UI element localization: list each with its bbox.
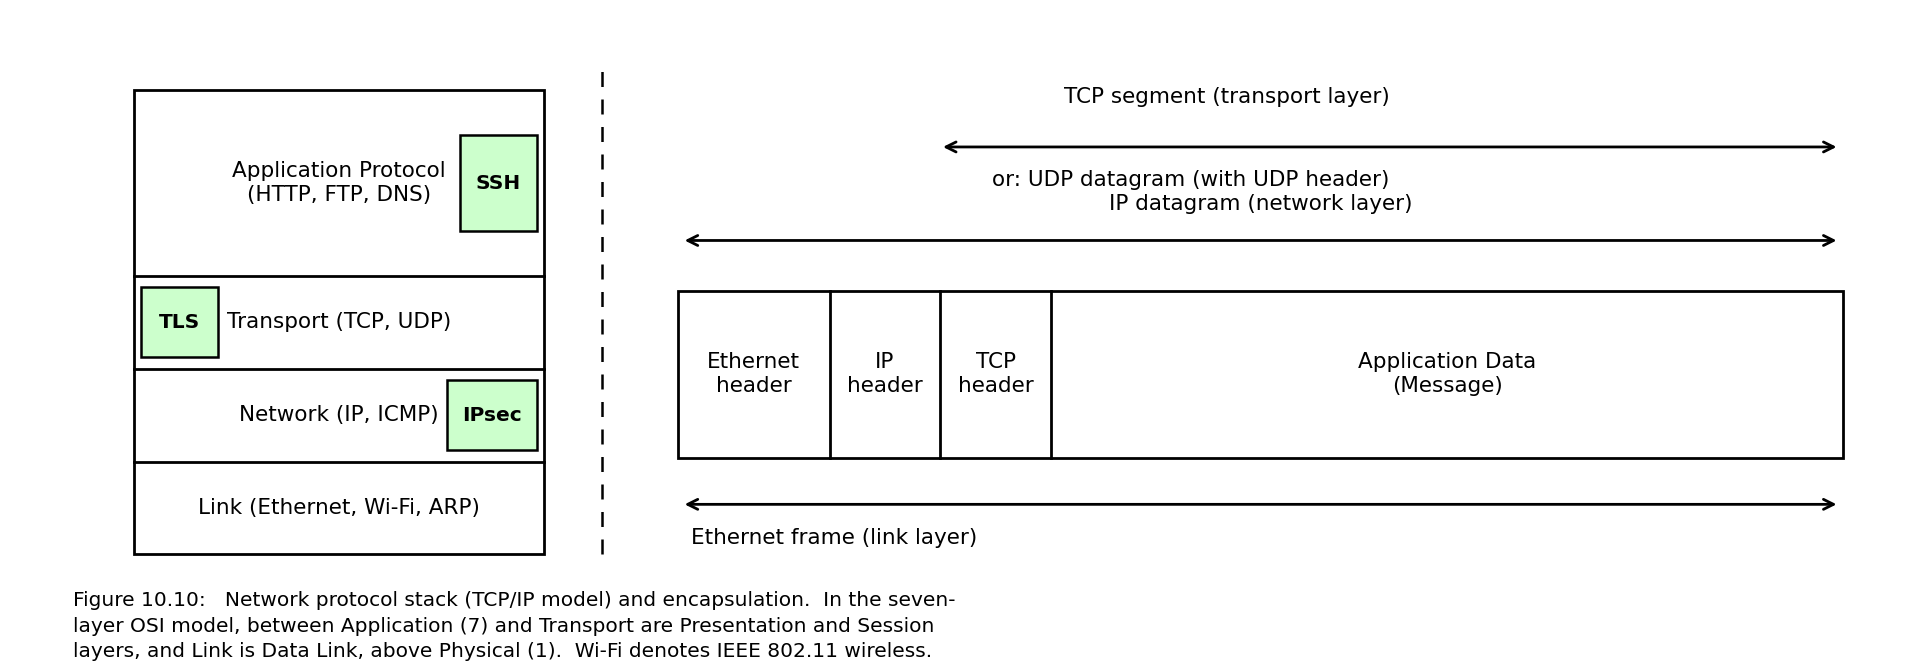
Text: Application Protocol
(HTTP, FTP, DNS): Application Protocol (HTTP, FTP, DNS) xyxy=(233,162,445,204)
Text: Ethernet
header: Ethernet header xyxy=(707,353,800,395)
Text: Link (Ethernet, Wi-Fi, ARP): Link (Ethernet, Wi-Fi, ARP) xyxy=(199,498,479,518)
FancyBboxPatch shape xyxy=(460,135,537,231)
Text: Network (IP, ICMP): Network (IP, ICMP) xyxy=(239,405,439,425)
Text: IP datagram (network layer): IP datagram (network layer) xyxy=(1110,194,1411,214)
FancyBboxPatch shape xyxy=(141,287,218,357)
Text: TCP
header: TCP header xyxy=(957,353,1033,395)
Text: TCP segment (transport layer): TCP segment (transport layer) xyxy=(1064,87,1390,107)
Text: IP
header: IP header xyxy=(846,353,923,395)
Text: layer OSI model, between Application (7) and Transport are Presentation and Sess: layer OSI model, between Application (7)… xyxy=(73,617,934,635)
Text: SSH: SSH xyxy=(476,174,521,192)
Text: or: UDP datagram (with UDP header): or: UDP datagram (with UDP header) xyxy=(993,170,1390,190)
Text: Transport (TCP, UDP): Transport (TCP, UDP) xyxy=(227,313,451,332)
FancyBboxPatch shape xyxy=(134,90,544,554)
Text: Application Data
(Message): Application Data (Message) xyxy=(1358,353,1536,395)
Text: Ethernet frame (link layer): Ethernet frame (link layer) xyxy=(691,528,978,548)
FancyBboxPatch shape xyxy=(447,380,537,450)
Text: IPsec: IPsec xyxy=(462,405,521,425)
Text: TLS: TLS xyxy=(159,313,201,332)
Text: Figure 10.10:   Network protocol stack (TCP/IP model) and encapsulation.  In the: Figure 10.10: Network protocol stack (TC… xyxy=(73,591,955,610)
FancyBboxPatch shape xyxy=(678,291,1843,458)
Text: layers, and Link is Data Link, above Physical (1).  Wi-Fi denotes IEEE 802.11 wi: layers, and Link is Data Link, above Phy… xyxy=(73,642,932,661)
